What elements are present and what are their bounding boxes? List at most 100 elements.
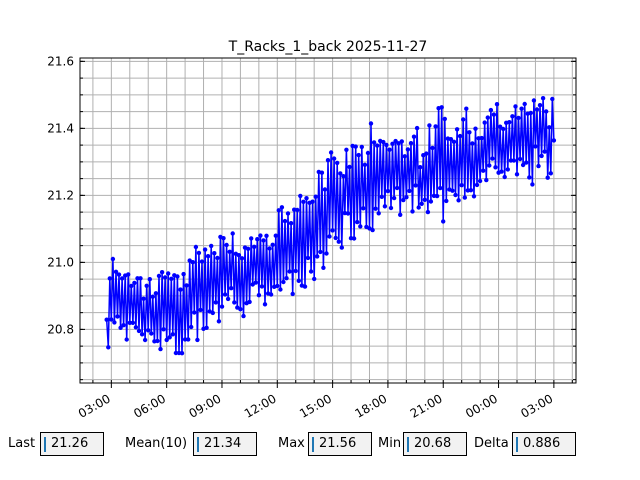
data-point bbox=[393, 138, 398, 144]
data-point bbox=[258, 233, 263, 238]
data-point bbox=[198, 307, 203, 313]
data-point bbox=[112, 320, 117, 325]
data-point bbox=[551, 138, 557, 143]
text-cursor bbox=[197, 437, 199, 452]
data-point bbox=[539, 153, 544, 159]
data-point bbox=[264, 233, 269, 238]
data-point bbox=[212, 251, 217, 256]
data-point bbox=[408, 141, 414, 146]
data-point bbox=[411, 134, 417, 139]
data-point bbox=[459, 183, 464, 188]
data-point bbox=[195, 337, 200, 343]
data-point bbox=[456, 198, 461, 203]
text-cursor bbox=[312, 437, 314, 452]
y-tick-label: 21.0 bbox=[47, 255, 74, 269]
data-point bbox=[438, 185, 443, 191]
data-point bbox=[259, 284, 265, 289]
y-tick-label: 21.2 bbox=[47, 188, 74, 202]
stat-box-max[interactable]: 21.56 bbox=[308, 432, 372, 456]
data-point bbox=[482, 120, 487, 125]
stat-label-last: Last bbox=[8, 436, 36, 451]
data-point bbox=[181, 271, 186, 277]
data-point bbox=[219, 304, 225, 309]
stat-box-last[interactable]: 21.26 bbox=[40, 432, 104, 456]
data-point bbox=[484, 177, 489, 183]
data-point bbox=[247, 299, 252, 305]
data-point bbox=[210, 310, 215, 316]
data-point bbox=[150, 294, 155, 299]
y-tick-label: 20.8 bbox=[47, 322, 74, 336]
data-point bbox=[528, 110, 533, 116]
data-point bbox=[430, 145, 435, 151]
stat-box-min[interactable]: 20.68 bbox=[403, 432, 467, 456]
data-point bbox=[127, 320, 132, 325]
data-point bbox=[413, 183, 418, 188]
data-point bbox=[279, 205, 285, 210]
data-point bbox=[536, 163, 541, 169]
data-point bbox=[416, 205, 421, 210]
data-point bbox=[170, 332, 175, 337]
data-point bbox=[490, 156, 495, 161]
data-point bbox=[270, 242, 275, 247]
text-cursor bbox=[516, 437, 518, 452]
data-point bbox=[221, 236, 226, 241]
data-point bbox=[345, 211, 351, 216]
data-point bbox=[230, 231, 235, 236]
data-point bbox=[186, 337, 191, 342]
data-point bbox=[107, 276, 113, 281]
data-point bbox=[139, 332, 145, 337]
data-point bbox=[418, 165, 423, 170]
data-point bbox=[331, 156, 337, 161]
data-point bbox=[376, 211, 381, 216]
data-point bbox=[359, 144, 364, 150]
data-point bbox=[276, 208, 281, 213]
data-point bbox=[457, 133, 463, 139]
data-point bbox=[382, 204, 388, 209]
data-point bbox=[481, 168, 486, 173]
data-point bbox=[542, 149, 547, 154]
stat-box-mean[interactable]: 21.34 bbox=[193, 432, 257, 456]
data-point bbox=[222, 292, 228, 297]
data-point bbox=[434, 193, 440, 199]
data-point bbox=[533, 144, 538, 149]
data-point bbox=[275, 283, 280, 289]
stat-value-min: 20.68 bbox=[414, 436, 452, 451]
data-point bbox=[362, 162, 368, 167]
data-point bbox=[493, 165, 498, 170]
data-point bbox=[296, 278, 301, 283]
data-point bbox=[173, 350, 179, 356]
data-point bbox=[288, 221, 294, 226]
data-point bbox=[204, 325, 209, 330]
data-point bbox=[333, 235, 338, 241]
data-point bbox=[119, 276, 125, 281]
x-tick-label: 00:00 bbox=[463, 391, 500, 420]
data-point bbox=[422, 197, 427, 202]
data-point bbox=[167, 335, 172, 340]
stat-value-delta: 0.886 bbox=[523, 436, 561, 451]
data-point bbox=[433, 124, 438, 129]
data-point bbox=[450, 188, 455, 193]
data-point bbox=[497, 124, 503, 129]
data-point bbox=[355, 219, 360, 225]
chart-title: T_Racks_1_back 2025-11-27 bbox=[228, 39, 428, 55]
data-point bbox=[202, 247, 208, 252]
data-point bbox=[126, 272, 131, 277]
data-point bbox=[324, 251, 329, 256]
data-point bbox=[110, 256, 116, 262]
data-point bbox=[147, 277, 152, 282]
data-point bbox=[527, 175, 532, 180]
data-point bbox=[256, 293, 262, 298]
data-point bbox=[414, 125, 420, 131]
stat-box-delta[interactable]: 0.886 bbox=[512, 432, 576, 456]
x-tick-label: 18:00 bbox=[352, 391, 389, 420]
data-point bbox=[133, 325, 139, 330]
data-point bbox=[161, 327, 166, 332]
data-point bbox=[141, 296, 146, 301]
data-point bbox=[375, 143, 380, 148]
data-point bbox=[305, 255, 311, 261]
data-point bbox=[301, 199, 306, 204]
data-point bbox=[407, 188, 412, 194]
data-point bbox=[241, 313, 246, 319]
data-point bbox=[353, 144, 358, 149]
data-point bbox=[336, 239, 341, 244]
